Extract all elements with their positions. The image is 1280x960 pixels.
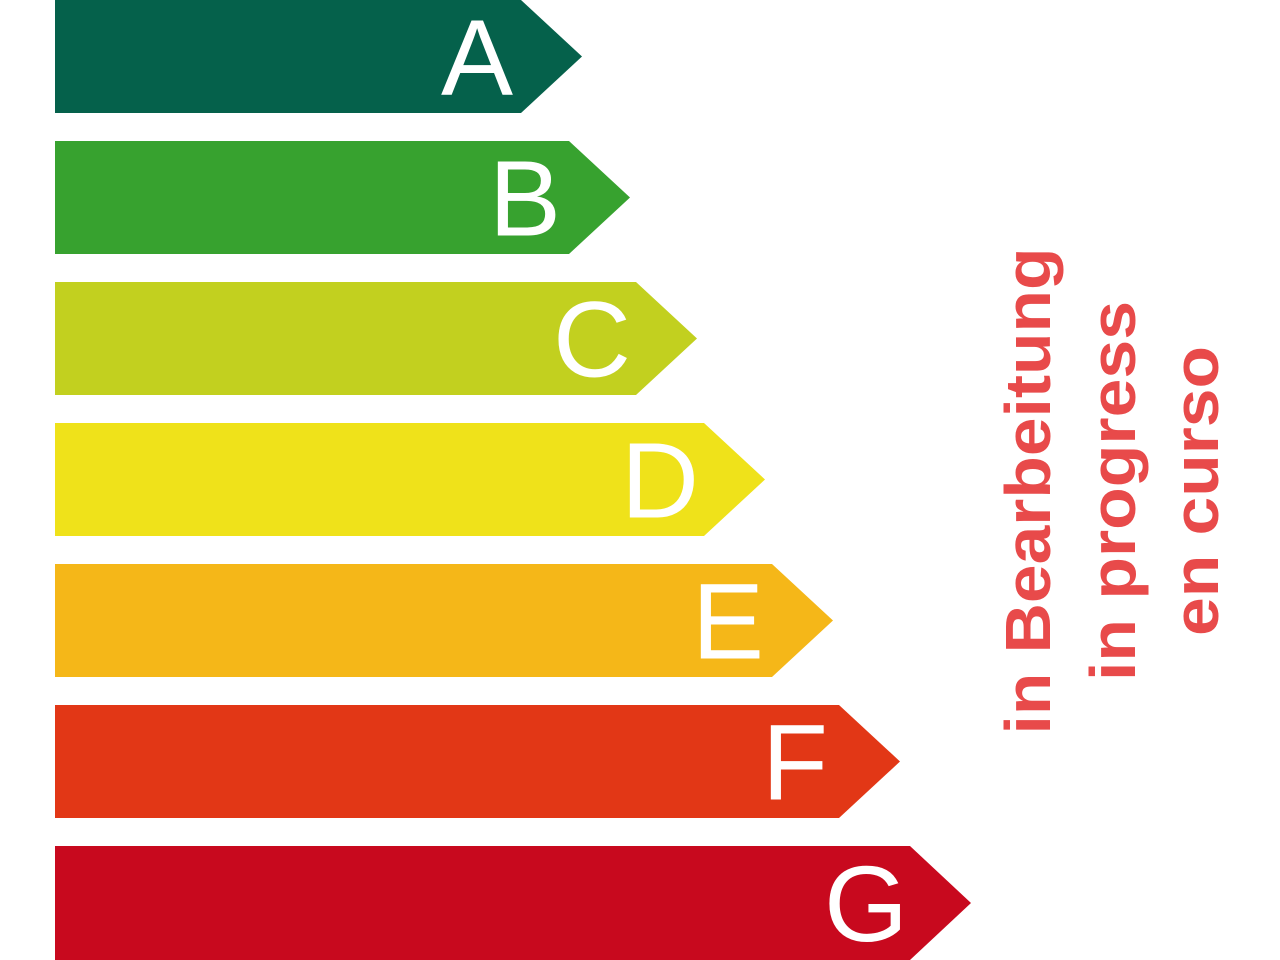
class-arrow-shape — [55, 423, 765, 536]
status-line: in progress — [1077, 301, 1149, 681]
energy-class-d-arrow: D — [55, 420, 765, 541]
class-letter: G — [824, 843, 908, 960]
energy-class-c-arrow: C — [55, 279, 697, 400]
class-letter: D — [621, 420, 699, 541]
energy-class-b-arrow: B — [55, 138, 630, 259]
status-line: in Bearbeitung — [992, 248, 1064, 735]
class-arrow-shape — [55, 564, 833, 677]
class-letter: B — [489, 138, 561, 259]
class-letter: C — [553, 279, 631, 400]
class-letter: F — [762, 702, 828, 823]
energy-class-f-arrow: F — [55, 702, 900, 823]
status-line: en curso — [1160, 346, 1232, 636]
class-arrow-shape — [55, 0, 582, 113]
energy-class-g-arrow: G — [55, 843, 971, 960]
energy-class-a-arrow: A — [55, 0, 582, 118]
status-text: in Bearbeitung in progress en curso — [992, 248, 1232, 735]
class-arrow-shape — [55, 705, 900, 818]
energy-class-e-arrow: E — [55, 561, 833, 682]
class-arrow-shape — [55, 141, 630, 254]
class-letter: E — [692, 561, 764, 682]
class-arrow-shape — [55, 846, 971, 960]
class-letter: A — [441, 0, 513, 118]
class-arrow-shape — [55, 282, 697, 395]
